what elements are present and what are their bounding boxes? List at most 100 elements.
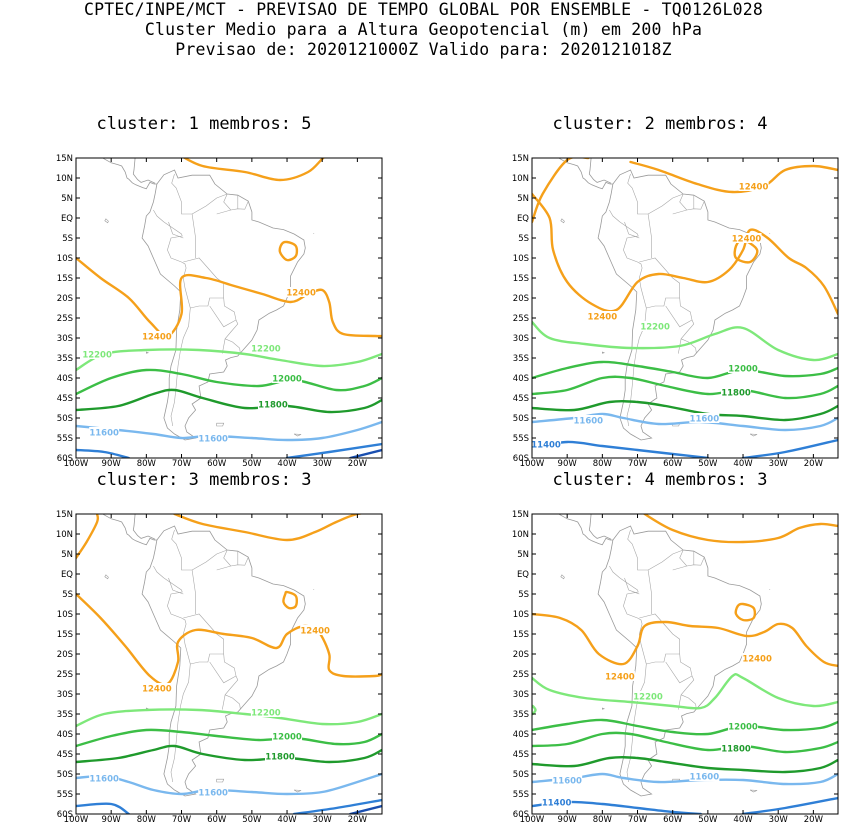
lat-label: 25S [57,314,73,324]
contour-label: 11800 [721,389,751,399]
country-border [192,570,196,614]
lat-label: 25S [513,670,529,680]
map-frame [76,514,382,814]
contour-12200 [76,709,382,726]
contour-11800 [76,746,382,762]
country-border [210,298,236,327]
lat-label: 50S [57,414,73,424]
contour-12400 [532,614,838,666]
country-border [680,550,687,566]
country-border [609,566,620,578]
contour-11800 [76,390,382,412]
contour-label: 12200 [640,323,670,333]
contour-label: 12000 [272,375,302,385]
lon-label: 20W [348,459,368,466]
lat-label: 45S [513,394,529,404]
contour-12400 [76,594,382,685]
lat-label: 5S [518,590,529,600]
country-border [673,557,705,570]
contour-label: 11800 [258,401,288,411]
country-border [648,194,683,214]
island-outline [105,219,109,223]
lon-label: 70W [628,815,648,822]
island-outline [561,219,565,223]
lon-label: 80W [593,459,613,466]
contour-label: 12000 [272,733,302,743]
panel-title: cluster: 4 membros: 3 [470,470,847,490]
contour-12000 [532,377,838,398]
contour-11800 [532,757,838,772]
contour-12000 [532,733,838,752]
lat-label: 40S [513,374,529,384]
lat-label: 10N [56,530,73,540]
country-border [666,654,692,683]
island-outline [602,708,604,709]
lat-label: 55S [513,434,529,444]
lon-label: 90W [102,459,122,466]
lon-label: 60W [663,459,683,466]
contour-label: 12400 [286,289,316,299]
lon-label: 80W [593,815,613,822]
island-outline [750,790,757,792]
lon-label: 50W [698,459,718,466]
lat-label: 15N [56,154,73,164]
lat-label: 5N [61,194,73,204]
contour-label: 11600 [690,773,720,783]
contour-12400 [76,514,98,558]
lat-label: 40S [57,730,73,740]
contour-label: 11600 [89,775,119,785]
lat-label: 10N [512,530,529,540]
lat-label: 15S [513,630,529,640]
lat-label: 10S [57,254,73,264]
panel-title: cluster: 3 membros: 3 [14,470,394,490]
country-border [678,676,694,710]
contour-12400 [736,604,755,620]
country-border [190,298,223,308]
lat-label: 5S [62,234,73,244]
country-border [224,194,231,210]
contour-label: 11600 [690,415,720,425]
country-border [648,550,683,570]
country-border [680,194,687,210]
lat-label: EQ [517,214,529,224]
contour-label: 11400 [531,441,561,451]
lat-label: 30S [57,334,73,344]
lat-label: 10S [513,254,529,264]
country-border [222,320,238,354]
lat-label: 15S [513,274,529,284]
lon-label: 40W [277,815,297,822]
country-border [192,214,196,258]
contour-label: 11600 [198,789,228,799]
island-outline [561,575,565,579]
contour-label: 12200 [251,345,281,355]
country-border [646,298,679,308]
contour-label: 12400 [732,235,762,245]
lat-label: EQ [61,570,73,580]
contour-11400 [743,798,838,814]
panel-title: cluster: 1 membros: 5 [14,114,394,134]
country-border [648,570,652,614]
lon-label: 70W [172,459,192,466]
country-border [153,566,164,578]
contour-11600 [76,774,382,794]
contour-12200 [532,322,838,360]
island-outline [602,352,604,353]
contour-12400 [631,162,839,192]
country-border [217,201,249,214]
contour-label: 12400 [300,627,330,637]
header-title: CPTEC/INPE/MCT - PREVISAO DE TEMPO GLOBA… [0,0,847,20]
contour-11400 [743,440,838,458]
lon-label: 40W [733,459,753,466]
contour-label: 12400 [588,313,618,323]
country-border [225,339,240,353]
contour-label: 11600 [89,429,119,439]
lon-label: 20W [804,815,824,822]
country-border [172,174,192,214]
